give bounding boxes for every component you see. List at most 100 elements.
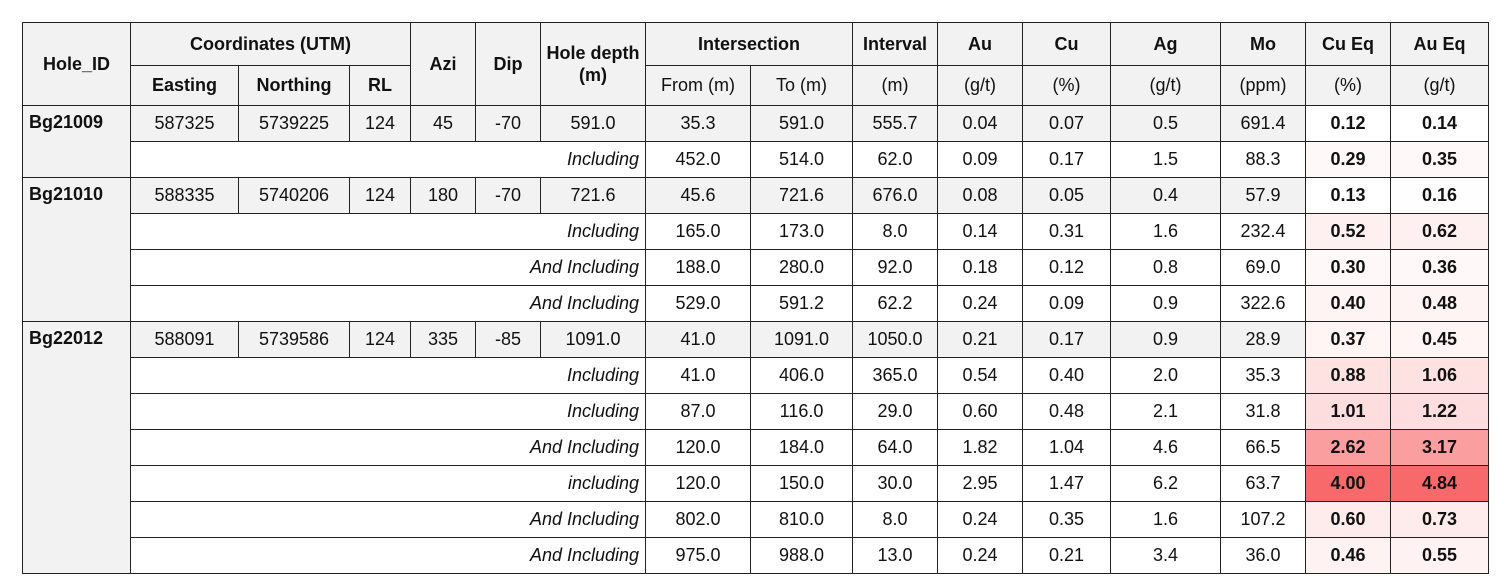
cell: 28.9: [1220, 321, 1307, 358]
header-cell: Hole_ID: [22, 22, 131, 106]
cell: 988.0: [750, 537, 854, 574]
data-row: And Including 188.0 280.0 92.0 0.18 0.12 0.8 69…: [23, 249, 1490, 286]
row-label: Including: [129, 141, 647, 178]
hole-id: Bg22012: [22, 321, 131, 574]
cell: 0.45: [1390, 321, 1490, 358]
row-label: And Including: [129, 501, 647, 538]
cell: 0.09: [937, 141, 1024, 178]
cell: 721.6: [540, 177, 647, 214]
cell: 5739225: [238, 105, 350, 142]
cell: 0.16: [1390, 177, 1490, 214]
cell: 0.09: [1022, 285, 1112, 322]
cell: 120.0: [645, 465, 752, 502]
cell: 0.08: [937, 177, 1024, 214]
cell: 676.0: [852, 177, 939, 214]
cell: 2.95: [937, 465, 1024, 502]
cell: 232.4: [1220, 213, 1307, 250]
cell: 64.0: [852, 429, 939, 466]
row-label: And Including: [129, 537, 647, 574]
cell: 1.06: [1390, 357, 1490, 394]
header-cell: To (m): [750, 65, 854, 106]
cell: 0.5: [1110, 105, 1222, 142]
cell: 13.0: [852, 537, 939, 574]
cell: 124: [348, 177, 412, 214]
cell: 0.24: [937, 501, 1024, 538]
cell: 0.73: [1390, 501, 1490, 538]
cell: 0.13: [1305, 177, 1392, 214]
cell: 810.0: [750, 501, 854, 538]
cell: 116.0: [750, 393, 854, 430]
cell: 0.48: [1022, 393, 1112, 430]
cell: 180: [410, 177, 477, 214]
cell: 0.24: [937, 537, 1024, 574]
data-row: And Including 120.0 184.0 64.0 1.82 1.04 4.6 66…: [23, 429, 1490, 466]
cell: 1.04: [1022, 429, 1112, 466]
cell: 0.40: [1022, 357, 1112, 394]
cell: 0.36: [1390, 249, 1490, 286]
data-row: Including 87.0 116.0 29.0 0.60 0.48 2.1 31.8 1.0…: [23, 393, 1490, 430]
cell: 124: [348, 321, 412, 358]
cell: 0.29: [1305, 141, 1392, 178]
cell: 1.6: [1110, 501, 1222, 538]
header-cell: (%): [1022, 65, 1112, 106]
cell: 30.0: [852, 465, 939, 502]
cell: 0.14: [937, 213, 1024, 250]
header-cell: Northing: [238, 65, 350, 106]
cell: 0.31: [1022, 213, 1112, 250]
cell: 0.60: [1305, 501, 1392, 538]
cell: 0.40: [1305, 285, 1392, 322]
cell: 0.12: [1022, 249, 1112, 286]
row-label: And Including: [129, 285, 647, 322]
header-cell: (%): [1305, 65, 1392, 106]
data-row: Bg21010 588335 5740206 124 180 -70 721.6 45.6 72…: [22, 177, 1490, 322]
cell: 280.0: [750, 249, 854, 286]
header-cell: Interval: [852, 22, 939, 66]
header-cell: Au Eq: [1390, 22, 1490, 66]
cell: 0.46: [1305, 537, 1392, 574]
cell: 4.6: [1110, 429, 1222, 466]
cell: 0.9: [1110, 321, 1222, 358]
cell: 62.2: [852, 285, 939, 322]
cell: 0.35: [1390, 141, 1490, 178]
data-row: Including 41.0 406.0 365.0 0.54 0.40 2.0 35.3 0.…: [23, 357, 1490, 394]
cell: 31.8: [1220, 393, 1307, 430]
cell: 514.0: [750, 141, 854, 178]
header-cell: (ppm): [1220, 65, 1307, 106]
cell: 0.60: [937, 393, 1024, 430]
cell: 721.6: [750, 177, 854, 214]
data-row: Including 452.0 514.0 62.0 0.09 0.17 1.5 88.3 0.…: [23, 141, 1490, 178]
cell: 0.24: [937, 285, 1024, 322]
cell: 0.17: [1022, 141, 1112, 178]
cell: 41.0: [645, 357, 752, 394]
cell: 452.0: [645, 141, 752, 178]
data-row: And Including 802.0 810.0 8.0 0.24 0.35 1.6 107…: [23, 501, 1490, 538]
cell: 69.0: [1220, 249, 1307, 286]
cell: 0.9: [1110, 285, 1222, 322]
header-cell: Ag: [1110, 22, 1222, 66]
row-label: including: [129, 465, 647, 502]
header-cell: Mo: [1220, 22, 1307, 66]
cell: 1091.0: [540, 321, 647, 358]
cell: 0.21: [1022, 537, 1112, 574]
header-cell: (g/t): [1110, 65, 1222, 106]
cell: 587325: [130, 105, 239, 142]
header-cell: Intersection: [645, 22, 854, 66]
header-cell: Cu: [1022, 22, 1112, 66]
cell: 591.0: [540, 105, 647, 142]
data-row: And Including 975.0 988.0 13.0 0.24 0.21 3.4 36…: [23, 537, 1490, 574]
header-cell: Au: [937, 22, 1024, 66]
cell: 0.04: [937, 105, 1024, 142]
cell: 0.62: [1390, 213, 1490, 250]
cell: 5740206: [238, 177, 350, 214]
cell: 1.22: [1390, 393, 1490, 430]
cell: -85: [475, 321, 542, 358]
cell: 322.6: [1220, 285, 1307, 322]
header-cell: (g/t): [1390, 65, 1490, 106]
cell: 173.0: [750, 213, 854, 250]
cell: 107.2: [1220, 501, 1307, 538]
cell: -70: [475, 177, 542, 214]
row-label: And Including: [129, 249, 647, 286]
cell: 120.0: [645, 429, 752, 466]
header-cell: Dip: [475, 22, 542, 106]
cell: 0.05: [1022, 177, 1112, 214]
